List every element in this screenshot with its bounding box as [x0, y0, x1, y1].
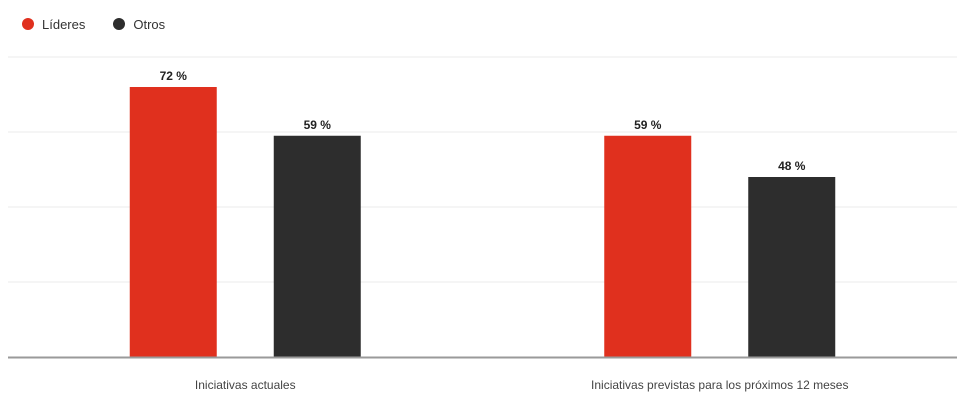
legend-label-otros: Otros [133, 16, 166, 32]
legend-label-lideres: Líderes [42, 16, 86, 32]
bar-value-label: 72 % [160, 69, 188, 83]
bar-value-label: 59 % [634, 118, 662, 132]
bar-otros-0 [273, 135, 361, 357]
bar-value-label: 59 % [304, 118, 332, 132]
category-label: Iniciativas previstas para los próximos … [591, 378, 848, 392]
category-label: Iniciativas actuales [195, 378, 296, 392]
legend: Líderes Otros [22, 14, 193, 34]
legend-item-lideres[interactable]: Líderes [22, 17, 85, 32]
legend-dot-otros-icon [113, 18, 126, 30]
bar-value-label: 48 % [778, 159, 806, 173]
bar-otros-1 [748, 177, 836, 357]
legend-dot-lideres-icon [22, 18, 34, 30]
legend-item-otros[interactable]: Otros [113, 17, 165, 32]
bar-lideres-0 [129, 87, 217, 357]
bar-lideres-1 [604, 135, 692, 357]
